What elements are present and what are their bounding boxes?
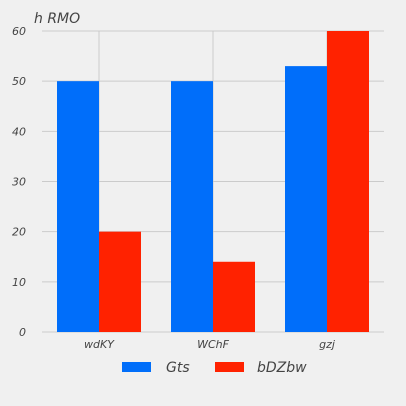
y-tick-label: 10	[12, 276, 26, 289]
chart-title: h RMO	[34, 11, 80, 27]
bar-Gts-gzj	[285, 66, 327, 332]
legend: Gts bDZbw	[122, 360, 307, 376]
y-tick-label: 30	[12, 176, 26, 189]
y-tick-label: 50	[12, 75, 26, 88]
x-tick-label: gzj	[319, 338, 336, 351]
legend-label-bDZbw: bDZbw	[257, 360, 307, 376]
bar-bDZbw-gzj	[327, 31, 369, 332]
bar-Gts-wdKY	[57, 81, 99, 333]
y-tick-label: 60	[12, 25, 26, 38]
bar-bDZbw-wdKY	[99, 231, 141, 332]
y-tick-label: 0	[19, 326, 26, 339]
x-tick-label: WChF	[197, 338, 230, 351]
legend-swatch-bDZbw	[215, 362, 244, 372]
bar-bDZbw-WChF	[213, 261, 255, 332]
bar-Gts-WChF	[171, 81, 213, 333]
x-axis-ticks: wdKY WChF gzj	[84, 338, 336, 351]
legend-swatch-Gts	[122, 362, 151, 372]
y-tick-label: 40	[12, 125, 26, 138]
legend-label-Gts: Gts	[166, 360, 190, 376]
bars	[57, 31, 369, 333]
y-tick-label: 20	[12, 226, 26, 239]
x-tick-label: wdKY	[84, 338, 115, 351]
y-axis-ticks: 0 10 20 30 40 50 60	[12, 25, 26, 339]
